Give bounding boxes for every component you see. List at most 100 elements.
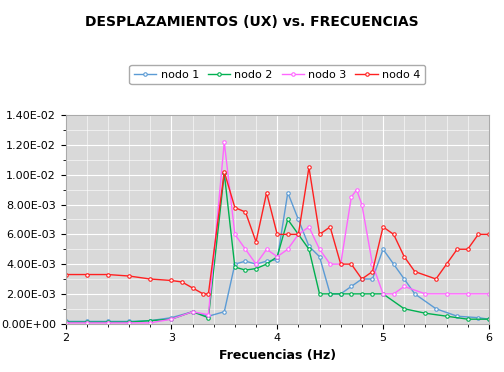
nodo 4	[126, 274, 132, 278]
nodo 2	[486, 317, 492, 321]
nodo 1	[369, 277, 375, 281]
nodo 3	[147, 321, 153, 325]
nodo 1	[264, 259, 270, 263]
nodo 3	[422, 292, 428, 296]
nodo 3	[391, 292, 397, 296]
nodo 2	[306, 247, 312, 251]
nodo 4	[317, 232, 323, 237]
nodo 3	[295, 232, 301, 237]
nodo 3	[359, 202, 365, 207]
nodo 2	[369, 292, 375, 296]
nodo 3	[253, 262, 259, 266]
nodo 3	[285, 247, 291, 251]
nodo 1	[84, 319, 90, 324]
nodo 2	[274, 254, 280, 259]
nodo 3	[62, 321, 69, 325]
nodo 4	[444, 262, 450, 266]
nodo 1	[168, 315, 174, 320]
nodo 4	[264, 190, 270, 195]
nodo 1	[306, 244, 312, 248]
nodo 4	[221, 170, 227, 174]
nodo 3	[190, 310, 196, 314]
nodo 2	[126, 320, 132, 324]
nodo 4	[433, 277, 439, 281]
nodo 4	[454, 247, 460, 251]
nodo 2	[348, 292, 354, 296]
Text: DESPLAZAMIENTOS (UX) vs. FRECUENCIAS: DESPLAZAMIENTOS (UX) vs. FRECUENCIAS	[85, 15, 419, 29]
nodo 3	[327, 262, 333, 266]
nodo 2	[221, 171, 227, 176]
nodo 4	[475, 232, 481, 237]
Line: nodo 3: nodo 3	[64, 140, 490, 325]
nodo 3	[401, 284, 407, 289]
nodo 4	[412, 269, 418, 274]
nodo 3	[338, 262, 344, 266]
nodo 4	[147, 277, 153, 281]
nodo 1	[206, 314, 212, 318]
nodo 2	[444, 314, 450, 318]
nodo 1	[190, 310, 196, 314]
nodo 4	[338, 262, 344, 266]
nodo 2	[317, 292, 323, 296]
nodo 4	[380, 225, 386, 229]
nodo 3	[380, 292, 386, 296]
nodo 1	[126, 319, 132, 324]
nodo 3	[168, 317, 174, 321]
nodo 4	[306, 165, 312, 170]
nodo 1	[433, 307, 439, 311]
nodo 2	[465, 317, 471, 321]
nodo 1	[486, 317, 492, 321]
nodo 1	[359, 277, 365, 281]
nodo 1	[380, 247, 386, 251]
nodo 2	[253, 266, 259, 271]
Legend: nodo 1, nodo 2, nodo 3, nodo 4: nodo 1, nodo 2, nodo 3, nodo 4	[130, 65, 425, 84]
nodo 1	[348, 284, 354, 289]
nodo 3	[206, 312, 212, 317]
nodo 4	[253, 240, 259, 244]
nodo 2	[264, 262, 270, 266]
nodo 4	[190, 286, 196, 290]
nodo 4	[168, 278, 174, 283]
nodo 3	[105, 321, 111, 325]
nodo 1	[253, 262, 259, 266]
nodo 3	[317, 247, 323, 251]
nodo 4	[295, 232, 301, 237]
nodo 1	[338, 292, 344, 296]
nodo 4	[62, 272, 69, 277]
nodo 1	[242, 259, 248, 263]
nodo 3	[353, 187, 359, 192]
nodo 2	[285, 217, 291, 222]
X-axis label: Frecuencias (Hz): Frecuencias (Hz)	[219, 349, 336, 362]
nodo 1	[327, 292, 333, 296]
nodo 2	[295, 232, 301, 237]
nodo 2	[168, 317, 174, 321]
nodo 3	[369, 262, 375, 266]
nodo 1	[475, 315, 481, 320]
nodo 4	[348, 262, 354, 266]
nodo 4	[242, 210, 248, 214]
nodo 3	[84, 321, 90, 325]
nodo 1	[317, 254, 323, 259]
nodo 2	[380, 292, 386, 296]
nodo 1	[295, 217, 301, 222]
nodo 1	[454, 314, 460, 318]
nodo 2	[190, 310, 196, 314]
nodo 2	[62, 320, 69, 324]
nodo 4	[465, 247, 471, 251]
nodo 4	[232, 205, 238, 210]
nodo 3	[242, 247, 248, 251]
nodo 1	[232, 262, 238, 266]
Line: nodo 4: nodo 4	[64, 166, 490, 296]
nodo 4	[359, 277, 365, 281]
nodo 3	[444, 292, 450, 296]
nodo 2	[338, 292, 344, 296]
nodo 4	[486, 232, 492, 237]
nodo 4	[206, 292, 212, 296]
nodo 1	[62, 319, 69, 324]
nodo 3	[348, 195, 354, 199]
nodo 4	[327, 225, 333, 229]
Line: nodo 1: nodo 1	[64, 191, 490, 323]
nodo 4	[105, 272, 111, 277]
nodo 4	[179, 280, 185, 284]
nodo 2	[206, 315, 212, 320]
